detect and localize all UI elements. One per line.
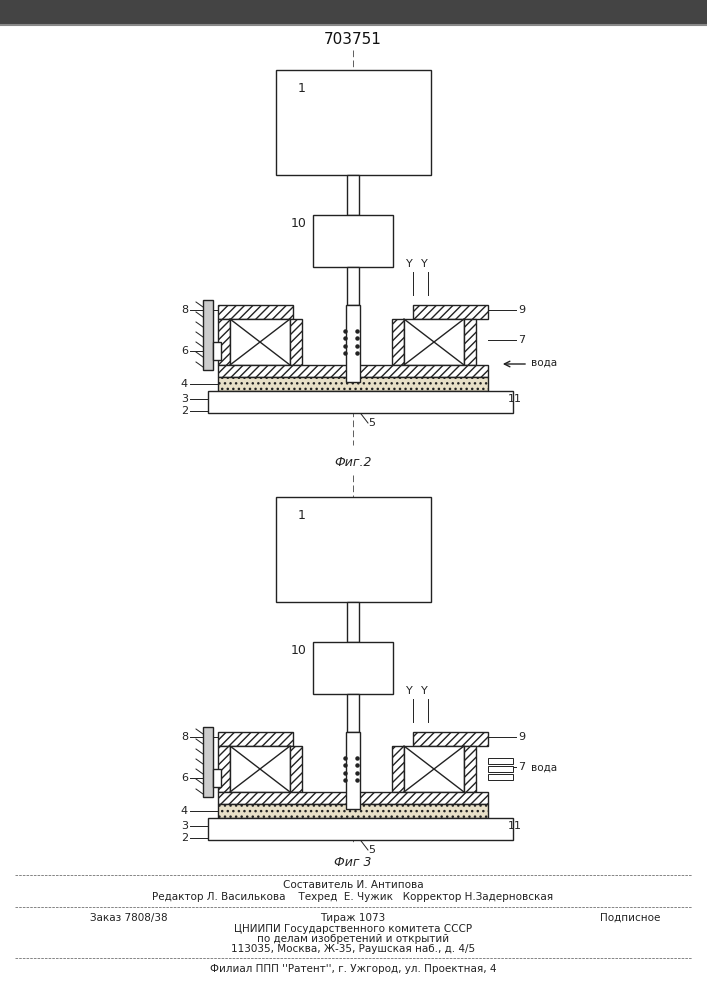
Text: 5: 5: [368, 418, 375, 428]
Bar: [218, 732, 293, 746]
Bar: [276, 70, 431, 175]
Text: 6: 6: [181, 773, 188, 783]
Bar: [218, 792, 488, 804]
Bar: [218, 305, 293, 319]
Text: Y: Y: [421, 259, 427, 269]
Text: 703751: 703751: [324, 32, 382, 47]
Bar: [313, 215, 393, 267]
Text: вода: вода: [531, 763, 557, 773]
Bar: [347, 175, 359, 215]
Bar: [404, 319, 464, 365]
Text: ЦНИИПИ Государственного комитета СССР: ЦНИИПИ Государственного комитета СССР: [234, 924, 472, 934]
Text: Филиал ППП ''Pатент'', г. Ужгород, ул. Проектная, 4: Филиал ППП ''Pатент'', г. Ужгород, ул. П…: [210, 964, 496, 974]
Text: 7: 7: [518, 762, 525, 772]
Bar: [230, 319, 290, 365]
Bar: [218, 365, 488, 377]
Bar: [346, 305, 360, 382]
Bar: [488, 766, 513, 772]
Text: 7: 7: [518, 335, 525, 345]
Text: 1: 1: [298, 82, 305, 95]
Bar: [404, 746, 464, 792]
Text: 11: 11: [508, 394, 522, 404]
Text: 8: 8: [181, 732, 188, 742]
Text: Фиг 3: Фиг 3: [334, 856, 372, 868]
Text: Тираж 1073: Тираж 1073: [320, 913, 385, 923]
Bar: [218, 804, 488, 818]
Text: Составитель И. Антипова: Составитель И. Антипова: [283, 880, 423, 890]
Text: 1: 1: [298, 509, 305, 522]
Bar: [347, 602, 359, 642]
Bar: [290, 319, 302, 365]
Bar: [276, 497, 431, 602]
Text: Y: Y: [406, 259, 412, 269]
Bar: [392, 319, 404, 365]
Bar: [0, 0, 707, 25]
Text: 8: 8: [181, 305, 188, 315]
Bar: [488, 774, 513, 780]
Bar: [218, 377, 488, 391]
Bar: [347, 267, 359, 305]
Text: 3: 3: [181, 821, 188, 831]
Text: 113035, Москва, Ж-35, Раушская наб., д. 4/5: 113035, Москва, Ж-35, Раушская наб., д. …: [231, 944, 475, 954]
Bar: [203, 300, 213, 370]
Bar: [230, 746, 290, 792]
Bar: [203, 727, 213, 797]
Text: 2: 2: [181, 833, 188, 843]
Bar: [346, 732, 360, 809]
Text: 4: 4: [181, 806, 188, 816]
Text: Y: Y: [421, 686, 427, 696]
Text: 11: 11: [508, 821, 522, 831]
Text: 5: 5: [368, 845, 375, 855]
Bar: [413, 732, 488, 746]
Bar: [213, 342, 221, 360]
Text: Заказ 7808/38: Заказ 7808/38: [90, 913, 168, 923]
Text: 4: 4: [181, 379, 188, 389]
Text: 9: 9: [518, 305, 525, 315]
Text: 10: 10: [291, 217, 307, 230]
Bar: [413, 305, 488, 319]
Bar: [208, 818, 513, 840]
Bar: [464, 319, 476, 365]
Text: 2: 2: [181, 406, 188, 416]
Text: Подписное: Подписное: [600, 913, 660, 923]
Bar: [290, 746, 302, 792]
Bar: [347, 694, 359, 732]
Text: Фиг.2: Фиг.2: [334, 456, 372, 470]
Text: 3: 3: [181, 394, 188, 404]
Text: 10: 10: [291, 644, 307, 657]
Bar: [208, 391, 513, 413]
Text: 9: 9: [518, 732, 525, 742]
Bar: [218, 319, 230, 365]
Bar: [392, 746, 404, 792]
Bar: [488, 758, 513, 764]
Text: Редактор Л. Василькова    Техред  Е. Чужик   Корректор Н.Задерновская: Редактор Л. Василькова Техред Е. Чужик К…: [153, 892, 554, 902]
Bar: [213, 769, 221, 787]
Text: вода: вода: [531, 358, 557, 368]
Text: Y: Y: [406, 686, 412, 696]
Bar: [313, 642, 393, 694]
Text: по делам изобретений и открытий: по делам изобретений и открытий: [257, 934, 449, 944]
Bar: [464, 746, 476, 792]
Bar: [218, 746, 230, 792]
Text: 6: 6: [181, 346, 188, 356]
